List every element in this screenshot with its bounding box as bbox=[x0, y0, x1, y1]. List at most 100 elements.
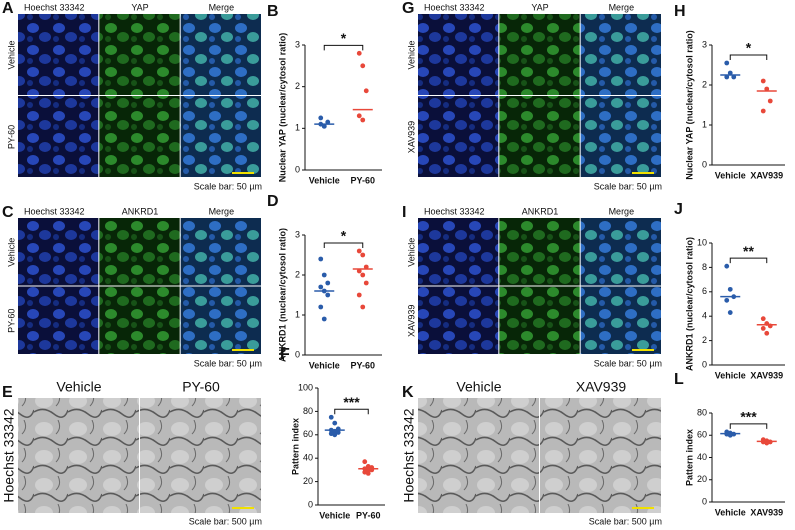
row-label: Vehicle bbox=[6, 40, 16, 69]
micrograph bbox=[580, 286, 661, 354]
data-point bbox=[325, 292, 331, 298]
channel-label: ANKRD1 bbox=[522, 206, 559, 216]
data-point bbox=[360, 252, 366, 258]
x-tick-label: PY-60 bbox=[350, 175, 375, 185]
micrograph bbox=[18, 286, 99, 354]
y-tick-label: 2 bbox=[295, 81, 300, 91]
panel-letter: J bbox=[674, 201, 683, 218]
y-axis-label: Nuclear YAP (nuclear/cytosol ratio) bbox=[684, 30, 694, 179]
y-axis-label: ANKRD1 (nuclear/cytosol ratio) bbox=[684, 237, 694, 371]
x-tick-label: PY-60 bbox=[356, 510, 381, 520]
x-tick-label: Vehicle bbox=[715, 170, 746, 180]
channel-label: Merge bbox=[609, 206, 635, 216]
y-tick-label: 2 bbox=[702, 335, 707, 345]
data-point bbox=[318, 256, 324, 262]
significance-bracket bbox=[729, 257, 768, 264]
x-tick-label: PY-60 bbox=[350, 360, 375, 370]
y-tick-label: 2 bbox=[295, 269, 300, 279]
data-point bbox=[760, 108, 766, 114]
panel-letter: L bbox=[674, 371, 684, 388]
significance: *** bbox=[343, 394, 360, 410]
y-tick-label: 0 bbox=[308, 499, 313, 509]
channel-label: Hoechst 33342 bbox=[424, 2, 485, 12]
data-point bbox=[724, 60, 730, 66]
y-tick-label: 2 bbox=[702, 79, 707, 89]
row-label: Vehicle bbox=[406, 238, 416, 267]
micrograph bbox=[18, 96, 99, 177]
data-point bbox=[724, 263, 730, 269]
y-tick-label: 80 bbox=[303, 406, 313, 416]
scale-bar-label: Scale bar: 50 µm bbox=[594, 358, 662, 368]
micrograph bbox=[499, 96, 580, 177]
y-tick-label: 1 bbox=[295, 309, 300, 319]
micrograph bbox=[418, 286, 499, 354]
data-point bbox=[356, 113, 362, 119]
data-point bbox=[731, 74, 737, 80]
significance: ** bbox=[743, 243, 754, 259]
micrograph bbox=[140, 398, 261, 513]
channel-label: YAP bbox=[131, 2, 148, 12]
y-tick-label: 60 bbox=[303, 429, 313, 439]
data-point bbox=[760, 316, 766, 322]
data-point bbox=[318, 115, 324, 121]
panel-letter: G bbox=[402, 0, 414, 17]
data-point bbox=[335, 430, 341, 435]
channel-label: YAP bbox=[531, 2, 548, 12]
data-point bbox=[760, 326, 766, 331]
micrograph bbox=[180, 96, 261, 177]
y-tick-label: 1 bbox=[702, 119, 707, 129]
row-label: PY-60 bbox=[6, 309, 16, 333]
micrograph bbox=[580, 218, 661, 286]
y-tick-label: 3 bbox=[295, 39, 300, 49]
y-tick-label: 1 bbox=[295, 123, 300, 133]
stain-label: Hoechst 33342 bbox=[1, 408, 17, 502]
micrograph bbox=[18, 218, 99, 286]
micrograph bbox=[580, 14, 661, 95]
data-point bbox=[321, 272, 327, 278]
y-tick-label: 0 bbox=[295, 164, 300, 174]
x-tick-label: Vehicle bbox=[309, 175, 340, 185]
significance: * bbox=[746, 40, 752, 56]
micrograph bbox=[18, 14, 99, 95]
significance-bracket bbox=[334, 408, 369, 415]
micrograph bbox=[540, 398, 661, 513]
panel-letter: C bbox=[2, 204, 14, 221]
data-point bbox=[332, 420, 338, 426]
channel-label: Merge bbox=[209, 206, 235, 216]
data-point bbox=[328, 414, 334, 420]
significance: * bbox=[341, 228, 347, 244]
y-tick-label: 4 bbox=[702, 311, 707, 321]
data-point bbox=[321, 316, 327, 322]
scale-bar-label: Scale bar: 50 µm bbox=[194, 358, 262, 368]
data-point bbox=[360, 304, 366, 310]
y-tick-label: 0 bbox=[702, 496, 707, 506]
micrograph bbox=[180, 218, 261, 286]
micrograph bbox=[418, 218, 499, 286]
y-tick-label: 0 bbox=[702, 159, 707, 169]
y-tick-label: 3 bbox=[702, 39, 707, 49]
data-point bbox=[325, 119, 331, 125]
data-point bbox=[362, 459, 368, 465]
scale-bar-label: Scale bar: 50 µm bbox=[594, 181, 662, 191]
micrograph bbox=[499, 286, 580, 354]
data-point bbox=[760, 78, 766, 84]
row-label: XAV939 bbox=[406, 121, 416, 153]
x-tick-label: XAV939 bbox=[750, 507, 783, 517]
significance-bracket bbox=[323, 44, 364, 51]
channel-label: Merge bbox=[209, 2, 235, 12]
column-label: Vehicle bbox=[56, 379, 101, 395]
panel-letter: K bbox=[402, 384, 414, 401]
panel-letter: B bbox=[267, 3, 279, 20]
column-label: Vehicle bbox=[456, 379, 501, 395]
data-point bbox=[318, 284, 324, 290]
channel-label: ANKRD1 bbox=[122, 206, 159, 216]
row-label: Vehicle bbox=[6, 238, 16, 267]
data-point bbox=[332, 432, 338, 438]
row-label: Vehicle bbox=[406, 40, 416, 69]
y-tick-label: 20 bbox=[697, 474, 707, 484]
x-tick-label: Vehicle bbox=[309, 360, 340, 370]
significance: * bbox=[341, 30, 347, 46]
data-point bbox=[360, 63, 366, 69]
micrograph bbox=[418, 398, 539, 513]
micrograph bbox=[18, 398, 139, 513]
